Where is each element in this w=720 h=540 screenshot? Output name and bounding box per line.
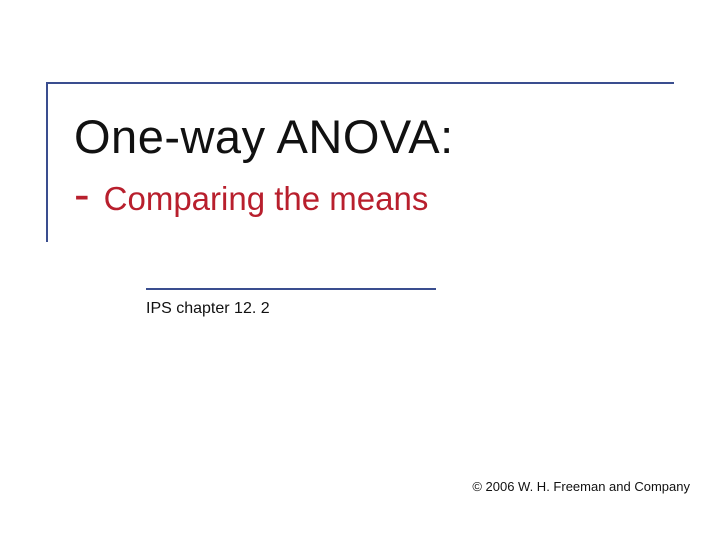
copyright-notice: © 2006 W. H. Freeman and Company [472, 479, 690, 494]
subtitle-text: Comparing the means [104, 180, 429, 218]
slide-title: One-way ANOVA: [74, 110, 674, 164]
subtitle-dash: - [74, 170, 90, 217]
chapter-reference: IPS chapter 12. 2 [146, 300, 270, 318]
title-block: One-way ANOVA: - Comparing the means [74, 110, 674, 218]
subtitle-row: - Comparing the means [74, 170, 674, 218]
subtitle-underline-rule [146, 288, 436, 290]
slide: One-way ANOVA: - Comparing the means IPS… [0, 0, 720, 540]
